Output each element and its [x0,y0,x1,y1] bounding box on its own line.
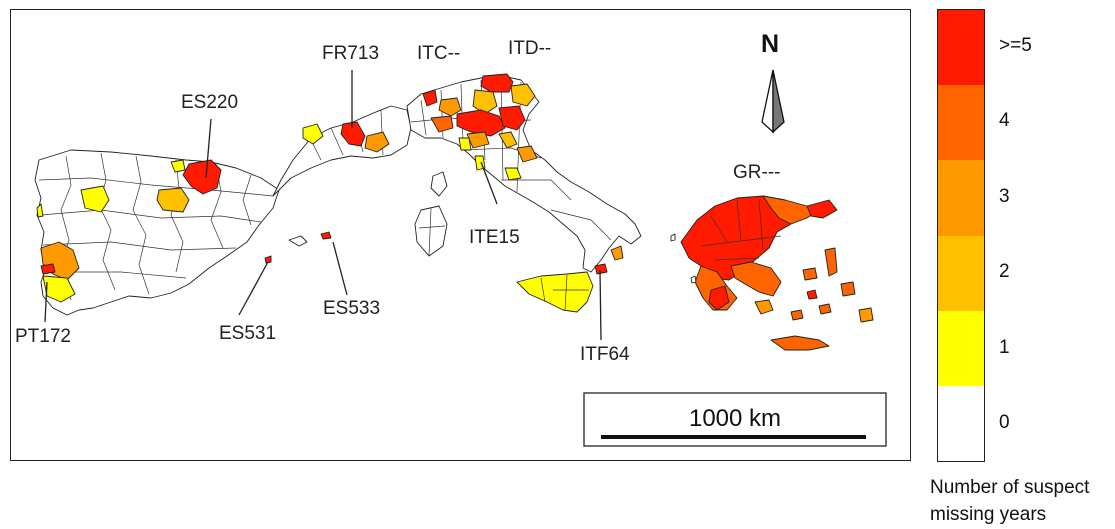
map-labels: ES220 FR713 ITC-- ITD-- GR--- ITE15 ES53… [15,38,780,365]
label-itd: ITD-- [508,38,551,59]
legend-swatch [938,235,984,311]
label-itc: ITC-- [417,43,460,64]
legend-tick-label: 2 [999,261,1010,283]
legend-title: Number of suspect missing years [930,474,1115,528]
label-itf64: ITF64 [580,344,630,365]
legend-swatch [938,160,984,236]
label-ite15: ITE15 [469,227,520,248]
legend-swatch [938,10,984,86]
map-frame: ES220 FR713 ITC-- ITD-- GR--- ITE15 ES53… [10,9,911,461]
scale-bar-label: 1000 km [689,405,781,432]
region-es220 [182,159,222,195]
label-pt172: PT172 [15,326,71,347]
label-es533: ES533 [323,298,380,319]
label-fr713: FR713 [322,43,379,64]
leader-lines [44,70,602,341]
north-arrow-label: N [761,30,779,58]
north-arrow-icon: N [761,30,785,134]
legend-tick-label: >=5 [999,34,1032,56]
greece [670,195,874,351]
france-south [272,105,412,197]
map-canvas: ES220 FR713 ITC-- ITD-- GR--- ITE15 ES53… [15,30,887,447]
region-itf64 [594,263,608,275]
legend-title-line1: Number of suspect [930,477,1090,498]
legend-tick-label: 4 [999,110,1010,132]
legend-color-bar [937,9,985,462]
region-es531 [264,255,272,264]
legend-swatch [938,85,984,161]
legend-tick-label: 1 [999,336,1010,358]
legend-title-line2: missing years [930,504,1047,525]
scale-bar: 1000 km [583,392,887,447]
legend-swatch [938,310,984,386]
region-fr713 [340,121,366,147]
label-es220: ES220 [181,92,238,113]
label-gr: GR--- [733,162,780,183]
label-es531: ES531 [219,323,276,344]
legend-tick-label: 0 [999,412,1010,434]
italy [406,73,642,313]
legend-tick-label: 3 [999,185,1010,207]
region-es533 [320,231,332,240]
legend-swatch [938,385,984,462]
iberian-peninsula [34,149,332,316]
